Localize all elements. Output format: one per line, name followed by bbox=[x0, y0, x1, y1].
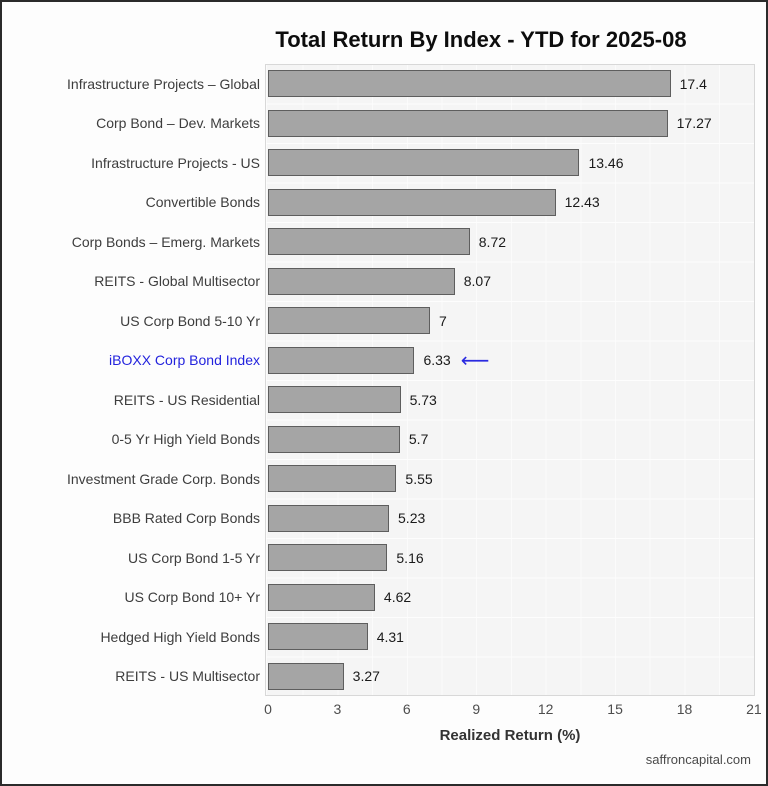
bar bbox=[268, 70, 671, 97]
chart-row: Infrastructure Projects – Global 17.4 bbox=[2, 64, 766, 104]
highlight-arrow-icon: ⟵ bbox=[460, 348, 490, 373]
bar bbox=[268, 149, 580, 176]
chart-row: REITS - US Residential 5.73 bbox=[2, 380, 766, 420]
value-label-group: 8.07 bbox=[464, 262, 491, 302]
chart-row: Investment Grade Corp. Bonds 5.55 bbox=[2, 459, 766, 499]
value-label-group: 6.33 ⟵ bbox=[423, 341, 489, 381]
value-label: 3.27 bbox=[352, 668, 380, 685]
chart-row: US Corp Bond 5-10 Yr 7 bbox=[2, 301, 766, 341]
value-label-group: 5.23 bbox=[398, 499, 425, 539]
value-label-group: 4.31 bbox=[377, 617, 404, 657]
value-label-group: 8.72 bbox=[479, 222, 506, 262]
watermark: saffroncapital.com bbox=[645, 752, 751, 767]
chart-row: US Corp Bond 1-5 Yr 5.16 bbox=[2, 538, 766, 578]
value-label-group: 17.4 bbox=[680, 64, 707, 104]
bar bbox=[268, 228, 470, 255]
chart-row: Infrastructure Projects - US 13.46 bbox=[2, 143, 766, 183]
chart-title: Total Return By Index - YTD for 2025-08 bbox=[275, 27, 687, 52]
x-axis-tick: 15 bbox=[607, 701, 623, 717]
category-label: 0-5 Yr High Yield Bonds bbox=[111, 431, 260, 448]
value-label-group: 12.43 bbox=[565, 183, 600, 223]
bar bbox=[268, 583, 375, 611]
value-label-group: 13.46 bbox=[588, 143, 623, 183]
chart-row: US Corp Bond 10+ Yr 4.62 bbox=[2, 578, 766, 618]
value-label-group: 5.16 bbox=[396, 538, 423, 578]
category-label: Corp Bond – Dev. Markets bbox=[96, 115, 260, 132]
bar bbox=[268, 623, 368, 650]
category-label: US Corp Bond 10+ Yr bbox=[124, 589, 260, 606]
value-label-group: 5.7 bbox=[409, 420, 428, 460]
bar bbox=[268, 346, 415, 374]
value-label-group: 3.27 bbox=[353, 657, 380, 697]
x-axis-tick: 21 bbox=[746, 701, 762, 717]
bar bbox=[268, 188, 556, 216]
x-axis-tick: 18 bbox=[676, 701, 693, 717]
bar-rows: Infrastructure Projects – Global 17.4 Corp… bbox=[2, 64, 766, 697]
value-label: 5.55 bbox=[405, 470, 433, 487]
x-axis-tick: 12 bbox=[537, 701, 554, 717]
chart-row: iBOXX Corp Bond Index 6.33 ⟵ bbox=[2, 341, 766, 381]
bar bbox=[268, 307, 430, 334]
x-axis-tick: 0 bbox=[264, 701, 272, 717]
x-axis-tick: 3 bbox=[333, 701, 342, 717]
value-label: 17.4 bbox=[679, 75, 707, 92]
chart-row: Convertible Bonds 12.43 bbox=[2, 183, 766, 223]
value-label-group: 4.62 bbox=[384, 578, 411, 618]
category-label: Hedged High Yield Bonds bbox=[100, 628, 260, 645]
bar bbox=[268, 504, 390, 532]
chart-row: 0-5 Yr High Yield Bonds 5.7 bbox=[2, 420, 766, 460]
value-label: 5.23 bbox=[398, 510, 426, 527]
category-label: US Corp Bond 5-10 Yr bbox=[120, 312, 260, 329]
value-label: 5.73 bbox=[409, 391, 437, 408]
chart-row: Hedged High Yield Bonds 4.31 bbox=[2, 617, 766, 657]
category-label: US Corp Bond 1-5 Yr bbox=[127, 549, 260, 566]
category-label: BBB Rated Corp Bonds bbox=[112, 510, 260, 527]
value-label-group: 5.73 bbox=[410, 380, 437, 420]
value-label: 5.7 bbox=[408, 431, 429, 448]
chart-row: REITS - Global Multisector 8.07 bbox=[2, 262, 766, 302]
category-label: Corp Bonds – Emerg. Markets bbox=[71, 233, 260, 250]
chart-row: Corp Bonds – Emerg. Markets 8.72 bbox=[2, 222, 766, 262]
value-label: 8.72 bbox=[478, 233, 507, 250]
value-label: 5.16 bbox=[396, 549, 424, 566]
value-label-group: 17.27 bbox=[677, 104, 712, 144]
x-axis-label: Realized Return (%) bbox=[439, 727, 581, 744]
value-label: 13.46 bbox=[588, 154, 624, 171]
value-label: 12.43 bbox=[564, 194, 600, 211]
category-label: iBOXX Corp Bond Index bbox=[109, 352, 260, 369]
value-label: 4.62 bbox=[383, 589, 412, 606]
value-label: 6.33 bbox=[423, 352, 451, 369]
value-label: 7 bbox=[438, 312, 447, 329]
value-label-group: 5.55 bbox=[405, 459, 432, 499]
chart-row: REITS - US Multisector 3.27 bbox=[2, 657, 766, 697]
bar bbox=[268, 544, 388, 571]
value-label: 4.31 bbox=[376, 628, 404, 645]
bar bbox=[268, 465, 397, 492]
x-axis-tick: 9 bbox=[472, 701, 481, 717]
bar bbox=[268, 662, 344, 690]
value-label-group: 7 bbox=[439, 301, 447, 341]
bar bbox=[268, 109, 668, 137]
category-label: Investment Grade Corp. Bonds bbox=[67, 470, 260, 487]
category-label: Convertible Bonds bbox=[145, 194, 260, 211]
value-label: 17.27 bbox=[676, 115, 712, 132]
x-axis-tick: 6 bbox=[402, 701, 411, 717]
chart-row: BBB Rated Corp Bonds 5.23 bbox=[2, 499, 766, 539]
category-label: REITS - Global Multisector bbox=[94, 273, 260, 290]
value-label: 8.07 bbox=[463, 273, 491, 290]
category-label: REITS - US Residential bbox=[113, 391, 260, 408]
x-axis: 0 3 6 9 12 15 18 21 bbox=[2, 701, 766, 717]
category-label: REITS - US Multisector bbox=[115, 668, 260, 685]
bar bbox=[268, 267, 455, 295]
category-label: Infrastructure Projects – Global bbox=[67, 75, 260, 92]
category-label: Infrastructure Projects - US bbox=[91, 154, 260, 171]
bar bbox=[268, 386, 401, 413]
chart-row: Corp Bond – Dev. Markets 17.27 bbox=[2, 104, 766, 144]
bar bbox=[268, 425, 400, 453]
